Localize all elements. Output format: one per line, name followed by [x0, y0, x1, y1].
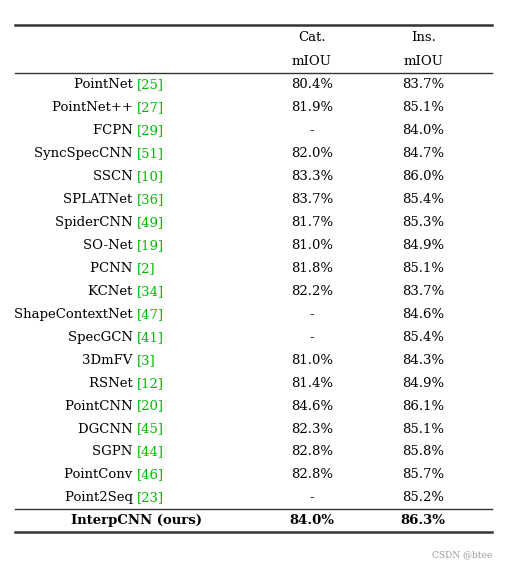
Text: Cat.: Cat. — [298, 31, 325, 44]
Text: PointNet: PointNet — [74, 79, 137, 92]
Text: 82.2%: 82.2% — [291, 285, 333, 298]
Text: mIOU: mIOU — [292, 55, 332, 68]
Text: 82.3%: 82.3% — [291, 423, 333, 436]
Text: 3DmFV: 3DmFV — [82, 354, 137, 367]
Text: PointNet++: PointNet++ — [52, 101, 137, 114]
Text: 83.7%: 83.7% — [291, 193, 333, 206]
Text: -: - — [309, 124, 314, 137]
Text: 86.3%: 86.3% — [401, 514, 446, 527]
Text: 86.1%: 86.1% — [402, 399, 445, 412]
Text: FCPN: FCPN — [93, 124, 137, 137]
Text: [20]: [20] — [137, 399, 164, 412]
Text: SPLATNet: SPLATNet — [63, 193, 137, 206]
Text: ShapeContextNet: ShapeContextNet — [14, 308, 137, 321]
Text: 86.0%: 86.0% — [402, 170, 445, 183]
Text: 81.0%: 81.0% — [291, 239, 333, 252]
Text: 83.7%: 83.7% — [402, 79, 445, 92]
Text: SGPN: SGPN — [92, 445, 137, 458]
Text: [41]: [41] — [137, 331, 164, 344]
Text: 85.7%: 85.7% — [402, 468, 445, 481]
Text: [34]: [34] — [137, 285, 164, 298]
Text: 84.6%: 84.6% — [402, 308, 445, 321]
Text: 84.9%: 84.9% — [402, 377, 445, 390]
Text: [36]: [36] — [137, 193, 164, 206]
Text: InterpCNN (ours): InterpCNN (ours) — [71, 514, 202, 527]
Text: SyncSpecCNN: SyncSpecCNN — [34, 147, 137, 160]
Text: [3]: [3] — [137, 354, 156, 367]
Text: [19]: [19] — [137, 239, 164, 252]
Text: 85.4%: 85.4% — [403, 331, 444, 344]
Text: 85.8%: 85.8% — [403, 445, 444, 458]
Text: Ins.: Ins. — [411, 31, 436, 44]
Text: 83.7%: 83.7% — [402, 285, 445, 298]
Text: [25]: [25] — [137, 79, 164, 92]
Text: [12]: [12] — [137, 377, 164, 390]
Text: KCNet: KCNet — [88, 285, 137, 298]
Text: mIOU: mIOU — [404, 55, 443, 68]
Text: 84.7%: 84.7% — [402, 147, 445, 160]
Text: 84.0%: 84.0% — [403, 124, 444, 137]
Text: SpiderCNN: SpiderCNN — [55, 216, 137, 229]
Text: SpecGCN: SpecGCN — [67, 331, 137, 344]
Text: 84.3%: 84.3% — [402, 354, 445, 367]
Text: 84.9%: 84.9% — [402, 239, 445, 252]
Text: [44]: [44] — [137, 445, 164, 458]
Text: 85.2%: 85.2% — [403, 492, 444, 505]
Text: SO-Net: SO-Net — [83, 239, 137, 252]
Text: [45]: [45] — [137, 423, 164, 436]
Text: 81.8%: 81.8% — [291, 262, 333, 275]
Text: 85.3%: 85.3% — [402, 216, 445, 229]
Text: [23]: [23] — [137, 492, 164, 505]
Text: 82.8%: 82.8% — [291, 445, 333, 458]
Text: [10]: [10] — [137, 170, 164, 183]
Text: 81.0%: 81.0% — [291, 354, 333, 367]
Text: 85.4%: 85.4% — [403, 193, 444, 206]
Text: 80.4%: 80.4% — [291, 79, 333, 92]
Text: 82.0%: 82.0% — [291, 147, 333, 160]
Text: PointCNN: PointCNN — [65, 399, 137, 412]
Text: [27]: [27] — [137, 101, 164, 114]
Text: DGCNN: DGCNN — [78, 423, 137, 436]
Text: PointConv: PointConv — [64, 468, 137, 481]
Text: 84.6%: 84.6% — [291, 399, 333, 412]
Text: -: - — [309, 492, 314, 505]
Text: [47]: [47] — [137, 308, 164, 321]
Text: 81.4%: 81.4% — [291, 377, 333, 390]
Text: RSNet: RSNet — [89, 377, 137, 390]
Text: 85.1%: 85.1% — [403, 262, 444, 275]
Text: PCNN: PCNN — [90, 262, 137, 275]
Text: Point2Seq: Point2Seq — [64, 492, 137, 505]
Text: [2]: [2] — [137, 262, 156, 275]
Text: -: - — [309, 331, 314, 344]
Text: CSDN @btee: CSDN @btee — [431, 550, 492, 559]
Text: 82.8%: 82.8% — [291, 468, 333, 481]
Text: [49]: [49] — [137, 216, 164, 229]
Text: 83.3%: 83.3% — [291, 170, 333, 183]
Text: 84.0%: 84.0% — [289, 514, 334, 527]
Text: 81.9%: 81.9% — [291, 101, 333, 114]
Text: 81.7%: 81.7% — [291, 216, 333, 229]
Text: -: - — [309, 308, 314, 321]
Text: [46]: [46] — [137, 468, 164, 481]
Text: [51]: [51] — [137, 147, 164, 160]
Text: [29]: [29] — [137, 124, 164, 137]
Text: 85.1%: 85.1% — [403, 101, 444, 114]
Text: SSCN: SSCN — [93, 170, 137, 183]
Text: 85.1%: 85.1% — [403, 423, 444, 436]
